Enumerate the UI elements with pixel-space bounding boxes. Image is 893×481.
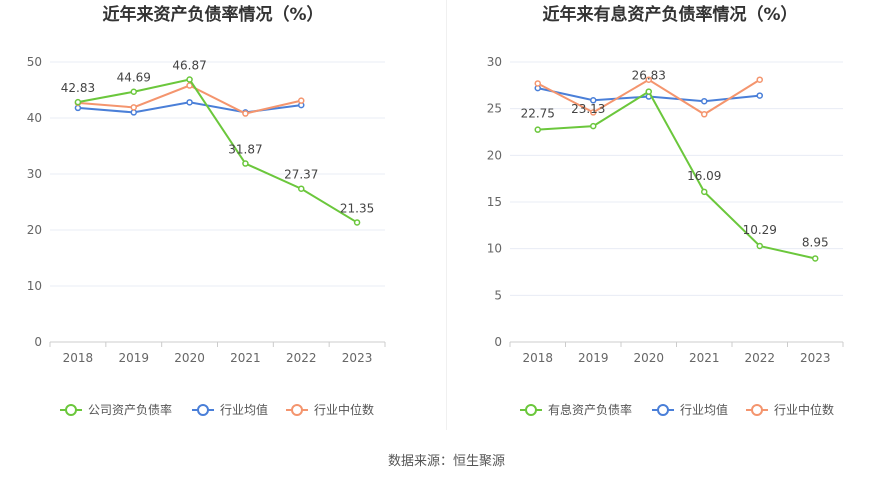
data-point-company[interactable] [298, 185, 305, 192]
x-tick-label: 2020 [174, 351, 205, 365]
x-tick-label: 2019 [578, 351, 609, 365]
x-tick-label: 2022 [286, 351, 317, 365]
y-tick-label: 20 [27, 223, 42, 237]
legend-marker-icon [291, 404, 303, 416]
x-tick-label: 2018 [522, 351, 553, 365]
y-tick-label: 50 [27, 55, 42, 69]
chart-debt-ratio: 近年来资产负债率情况（%） 0 10 20 30 40 50 2018 2019 2020 2021… [27, 4, 386, 417]
data-label: 42.83 [61, 81, 95, 95]
legend-marker-icon [525, 404, 537, 416]
data-label: 46.87 [172, 59, 206, 73]
legend-label: 有息资产负债率 [548, 402, 632, 417]
data-point-median[interactable] [590, 109, 597, 116]
data-point-median[interactable] [756, 76, 763, 83]
y-tick-label: 5 [494, 288, 502, 302]
data-label: 8.95 [802, 235, 829, 249]
data-point-company[interactable] [645, 88, 652, 95]
y-tick-label: 30 [27, 167, 42, 181]
data-point-median[interactable] [701, 111, 708, 118]
x-tick-label: 2021 [689, 351, 720, 365]
legend-label: 行业中位数 [774, 402, 834, 417]
data-label: 27.37 [284, 168, 318, 182]
data-point-median[interactable] [298, 97, 305, 104]
data-label: 16.09 [687, 169, 721, 183]
legend-marker-icon [197, 404, 209, 416]
x-tick-label: 2021 [230, 351, 261, 365]
data-point-median[interactable] [186, 82, 193, 89]
legend-marker-icon [657, 404, 669, 416]
data-point-company[interactable] [74, 98, 82, 106]
series-line-company [537, 90, 816, 260]
data-point-company[interactable] [534, 126, 541, 133]
data-point-company[interactable] [590, 122, 597, 130]
legend-item-avg[interactable]: 行业均值 [192, 402, 268, 417]
data-point-company[interactable] [353, 219, 361, 226]
y-tick-label: 20 [487, 148, 502, 162]
chart-title: 近年来资产负债率情况（%） [102, 4, 323, 25]
legend-item-avg[interactable]: 行业均值 [652, 402, 728, 417]
y-tick-label: 10 [487, 242, 502, 256]
source-note: 数据来源：恒生聚源 [388, 454, 505, 469]
data-point-company[interactable] [186, 76, 193, 83]
legend-item-median[interactable]: 行业中位数 [286, 402, 374, 417]
legend-marker-icon [751, 404, 763, 416]
legend-label: 行业均值 [220, 402, 268, 417]
x-tick-label: 2023 [800, 351, 831, 365]
data-point-median[interactable] [645, 76, 652, 83]
data-point-avg[interactable] [590, 97, 597, 104]
legend-label: 行业中位数 [314, 402, 374, 417]
data-point-company[interactable] [130, 88, 137, 95]
y-tick-label: 15 [487, 195, 502, 209]
data-point-company[interactable] [756, 242, 763, 250]
x-tick-label: 2019 [118, 351, 149, 365]
legend-label: 行业均值 [680, 402, 728, 417]
data-point-median[interactable] [130, 104, 137, 111]
y-tick-label: 0 [34, 335, 42, 349]
legend-label: 公司资产负债率 [88, 402, 172, 417]
data-label: 26.83 [632, 69, 666, 83]
legend-item-company[interactable]: 公司资产负债率 [60, 402, 172, 417]
data-label: 31.87 [228, 143, 262, 157]
y-tick-label: 30 [487, 55, 502, 69]
legend-marker-icon [65, 404, 77, 416]
data-point-company[interactable] [701, 188, 708, 196]
data-label: 44.69 [117, 71, 151, 85]
data-point-median[interactable] [242, 110, 249, 117]
data-point-avg[interactable] [130, 109, 137, 116]
legend-item-median[interactable]: 行业中位数 [746, 402, 834, 417]
data-label: 21.35 [340, 201, 374, 215]
y-tick-label: 25 [487, 102, 502, 116]
chart-interest-debt-ratio: 近年来有息资产负债率情况（%） 0 5 10 15 20 25 30 2018 2019 2020 2… [487, 4, 844, 417]
x-tick-label: 2022 [744, 351, 775, 365]
data-label: 23.13 [571, 102, 605, 116]
chart-title: 近年来有息资产负债率情况（%） [542, 4, 797, 25]
data-point-avg[interactable] [74, 104, 82, 112]
x-tick-label: 2018 [63, 351, 94, 365]
data-point-avg[interactable] [701, 97, 708, 105]
data-label: 10.29 [743, 223, 777, 237]
x-tick-label: 2023 [342, 351, 373, 365]
data-label: 22.75 [521, 107, 555, 121]
series-line-company [77, 78, 358, 224]
legend-item-company[interactable]: 有息资产负债率 [520, 402, 632, 417]
y-tick-label: 40 [27, 111, 42, 125]
x-tick-label: 2020 [633, 351, 664, 365]
data-point-company[interactable] [242, 160, 249, 167]
data-point-avg[interactable] [186, 99, 193, 106]
data-point-median[interactable] [534, 80, 541, 87]
y-tick-label: 0 [494, 335, 502, 349]
data-point-company[interactable] [812, 255, 819, 262]
data-point-avg[interactable] [756, 92, 763, 99]
y-tick-label: 10 [27, 279, 42, 293]
